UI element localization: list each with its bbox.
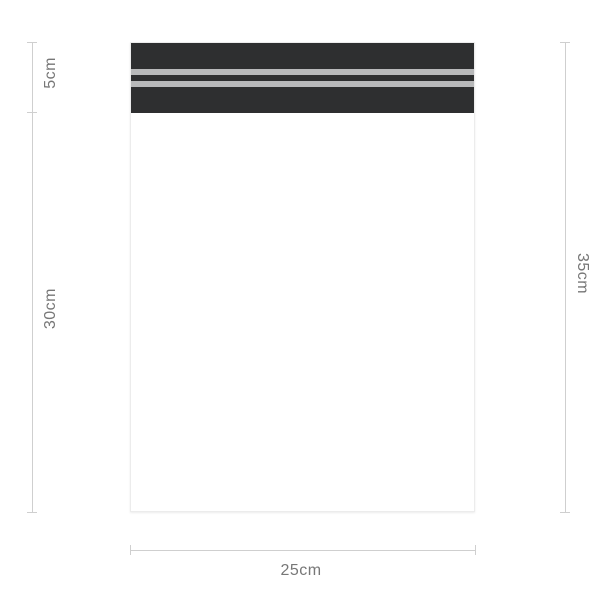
bag-body xyxy=(131,113,474,511)
dimension-tick xyxy=(560,512,570,513)
dimension-line-flap-height xyxy=(32,42,33,112)
mailer-bag xyxy=(130,42,475,512)
dimension-label-width: 25cm xyxy=(281,562,322,580)
dimension-label-total-height: 35cm xyxy=(573,253,591,294)
dimension-label-flap-height: 5cm xyxy=(42,57,60,89)
dimension-diagram: 5cm 30cm 35cm 25cm xyxy=(0,0,600,600)
dimension-tick xyxy=(130,545,131,555)
adhesive-stripe xyxy=(131,69,474,75)
dimension-tick xyxy=(560,42,570,43)
dimension-line-body-height xyxy=(32,112,33,512)
dimension-tick xyxy=(27,42,37,43)
dimension-tick xyxy=(27,112,37,113)
dimension-tick xyxy=(27,512,37,513)
adhesive-stripe xyxy=(131,81,474,87)
dimension-tick xyxy=(475,545,476,555)
dimension-line-width xyxy=(130,550,475,551)
dimension-label-body-height: 30cm xyxy=(42,288,60,329)
dimension-line-total-height xyxy=(565,42,566,512)
bag-flap xyxy=(131,43,474,113)
